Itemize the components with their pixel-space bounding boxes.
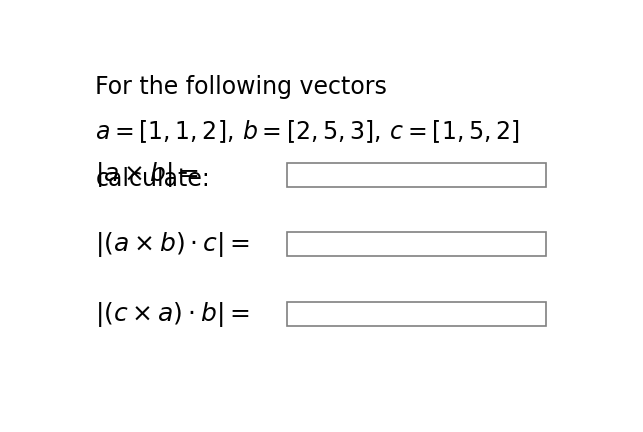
Text: $a = [1, 1, 2],\, b = [2, 5, 3],\, c = [1, 5, 2]$: $a = [1, 1, 2],\, b = [2, 5, 3],\, c = [… [95, 118, 520, 145]
Text: calculate:: calculate: [95, 167, 210, 191]
FancyBboxPatch shape [287, 162, 547, 187]
FancyBboxPatch shape [287, 302, 547, 326]
Text: $|a \times b|=$: $|a \times b|=$ [95, 160, 199, 189]
Text: For the following vectors: For the following vectors [95, 75, 387, 99]
Text: $|(c \times a) \cdot b|=$: $|(c \times a) \cdot b|=$ [95, 300, 250, 329]
Text: $|(a \times b) \cdot c|=$: $|(a \times b) \cdot c|=$ [95, 230, 250, 259]
FancyBboxPatch shape [287, 232, 547, 257]
